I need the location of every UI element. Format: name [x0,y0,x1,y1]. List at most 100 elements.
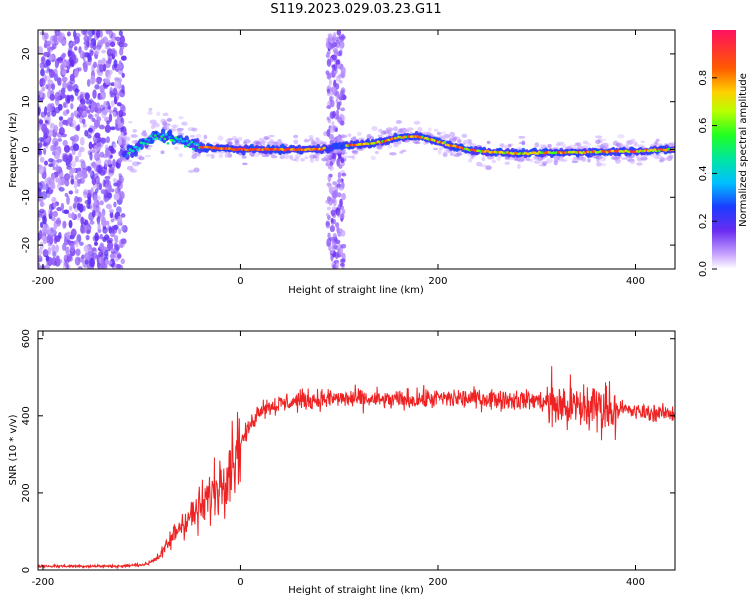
spectral-cell [83,35,90,43]
spectral-cell [269,139,274,144]
spectral-cell [160,150,165,155]
spectral-cell [433,128,439,132]
spectral-cell [629,160,636,165]
spectral-cell [95,254,100,259]
spectrogram-x-ticks: -200 0 200 400 [32,30,645,287]
spectral-cell [116,92,120,100]
spectral-cell [72,57,79,64]
spectral-cell [462,139,468,145]
spectral-cell [71,119,77,129]
spectral-cell [427,127,432,132]
spectral-cell [84,129,89,137]
spectral-cell [52,144,58,151]
spectral-cell [149,134,152,138]
spectral-cell [107,105,112,110]
spectral-cell [101,216,106,226]
spectral-cell [38,191,43,198]
spectral-cell [94,107,99,113]
spectral-cell [596,162,602,167]
spectral-cell [106,260,113,265]
spectral-cell [377,134,383,138]
spectral-cell [331,186,337,191]
spectral-cell [182,139,186,143]
spectral-cell [399,150,404,154]
spectral-cell [102,226,108,234]
spectral-cell [80,216,85,225]
spectral-cell [538,164,547,167]
spectral-cell [338,164,343,169]
spectral-cell [63,175,69,180]
spectral-cell [108,145,113,152]
spectral-cell [69,242,75,252]
spectral-cell [68,154,73,163]
spectral-cell [529,158,533,163]
spectral-cell [49,180,55,189]
spectral-cell [74,195,79,206]
spectral-cell [335,59,341,65]
spectral-cell [110,100,115,107]
spectral-cell [332,125,337,132]
spectral-cell [61,209,68,214]
spectral-cell [308,137,314,142]
spectral-cell [99,137,106,143]
spectral-cell [45,58,51,67]
spectral-cell [406,127,414,131]
spectral-cell [114,36,121,41]
spectral-cell [41,92,46,99]
spectral-cell [93,119,101,128]
spectral-cell [43,106,48,116]
spectral-cell [89,51,94,57]
spectral-cell [176,137,179,141]
spectral-cell [105,30,111,35]
spectral-cell [178,116,184,120]
spectral-cell [50,102,55,112]
spectral-cell [119,37,126,44]
spectral-cell [49,209,53,217]
spectral-cell [39,221,44,229]
spectral-cell [123,142,129,146]
spectral-cell [308,135,314,139]
spectral-cell [547,143,553,148]
spectral-cell [134,145,138,149]
spectral-cell [196,153,201,158]
spectral-cell [303,138,310,143]
spectral-cell [329,87,334,92]
spectral-cell [507,143,512,148]
spectral-cell [55,244,59,253]
spectral-cell [190,140,194,144]
spectral-cell [45,84,49,90]
spectral-cell [314,155,320,159]
spectral-cell [334,51,340,57]
spectral-cell [393,143,399,148]
spectral-cell [57,138,63,142]
spectral-cell [38,255,43,263]
spectral-cell [119,48,124,56]
spectral-cell [54,106,61,114]
spectral-cell [166,142,170,145]
spectral-cell [378,128,383,133]
spectral-cell [586,142,592,147]
spectral-cell [148,107,153,111]
spectral-cell [340,262,345,267]
spectral-cell [443,133,451,139]
spectral-cell [181,121,188,126]
spectral-cell [99,264,105,269]
spectral-cell [376,145,383,150]
spectral-cell [144,137,148,141]
spectral-cell [38,106,41,115]
spectral-cell [113,193,120,201]
spectral-cell [498,143,504,148]
spectral-cell [65,246,70,255]
spectral-cell [73,30,77,38]
spectral-cell [70,228,77,238]
spectral-cell [78,203,84,213]
snr-x-label: Height of straight line (km) [288,585,424,596]
spectral-cell [326,116,330,121]
spectral-cell [332,232,337,240]
spectral-cell [113,182,118,187]
spectral-cell [88,141,93,150]
spectral-cell [83,191,88,195]
spectral-cell [125,154,129,157]
spectral-cell [640,140,645,144]
spectral-cell [40,68,45,77]
